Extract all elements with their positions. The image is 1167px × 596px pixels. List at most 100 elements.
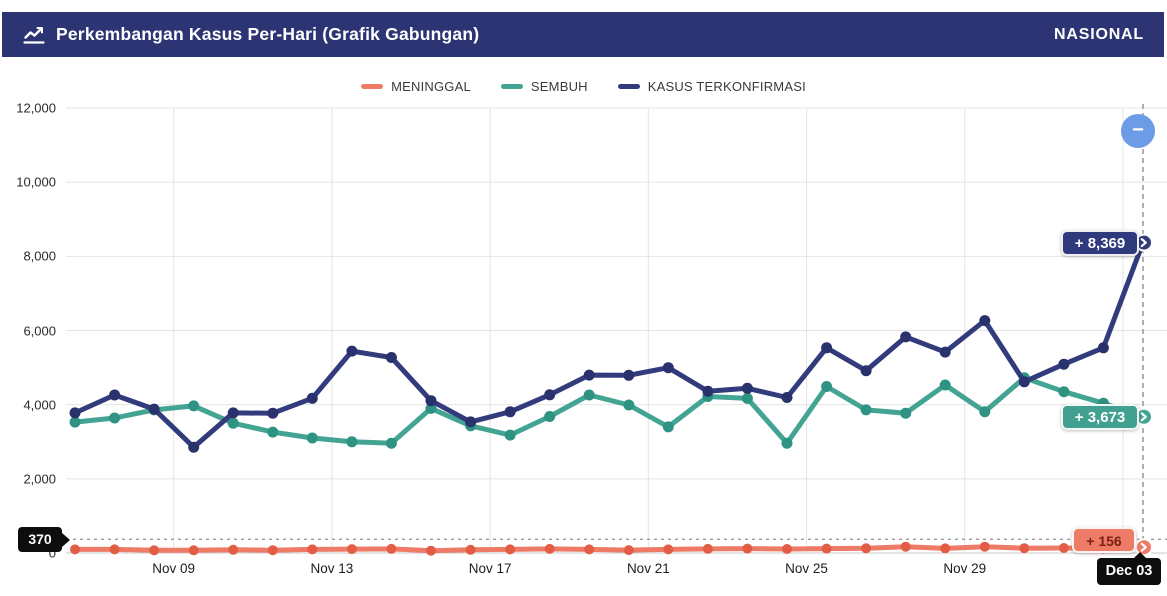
data-point-sembuh[interactable] (662, 421, 674, 433)
data-point-sembuh[interactable] (860, 404, 872, 416)
data-point-kasus-terkonfirmasi[interactable] (1097, 342, 1109, 354)
data-point-meninggal[interactable] (109, 544, 120, 555)
legend-marker (361, 84, 384, 89)
data-point-meninggal[interactable] (70, 544, 80, 555)
x-axis-label: Nov 09 (152, 561, 196, 576)
series-line-meninggal (72, 544, 1146, 554)
data-point-meninggal[interactable] (346, 544, 357, 555)
data-point-kasus-terkonfirmasi[interactable] (781, 392, 793, 403)
data-point-meninggal[interactable] (1058, 543, 1069, 553)
x-axis-label: Nov 17 (468, 561, 512, 576)
legend-item-kasus-terkonfirmasi[interactable]: KASUS TERKONFIRMASI (617, 79, 806, 94)
x-axis-label: Nov 25 (785, 561, 828, 576)
data-point-sembuh[interactable] (109, 412, 121, 424)
data-point-kasus-terkonfirmasi[interactable] (148, 403, 160, 415)
data-point-kasus-terkonfirmasi[interactable] (306, 392, 318, 404)
data-point-sembuh[interactable] (544, 411, 556, 422)
data-point-sembuh[interactable] (69, 416, 81, 428)
data-point-kasus-terkonfirmasi[interactable] (109, 389, 121, 401)
data-point-kasus-terkonfirmasi[interactable] (188, 441, 200, 453)
data-point-meninggal[interactable] (782, 544, 792, 554)
data-point-sembuh[interactable] (939, 379, 951, 391)
data-point-meninggal[interactable] (702, 543, 713, 554)
data-point-kasus-terkonfirmasi[interactable] (227, 407, 239, 419)
x-axis-label: Nov 21 (626, 561, 670, 576)
data-point-kasus-terkonfirmasi[interactable] (939, 346, 951, 358)
data-point-sembuh[interactable] (346, 436, 358, 448)
y-axis-label: 8,000 (23, 248, 56, 264)
data-point-sembuh[interactable] (306, 432, 318, 444)
data-point-kasus-terkonfirmasi[interactable] (346, 345, 358, 357)
data-point-sembuh[interactable] (267, 426, 279, 438)
data-point-sembuh[interactable] (425, 402, 437, 414)
data-point-sembuh[interactable] (821, 381, 833, 392)
data-point-sembuh[interactable] (385, 437, 397, 449)
data-point-meninggal[interactable] (465, 544, 476, 555)
collapse-marker-button[interactable]: − (1121, 114, 1155, 148)
data-point-kasus-terkonfirmasi[interactable] (504, 406, 516, 418)
y-axis-label: 6,000 (23, 323, 56, 338)
data-point-meninggal[interactable] (426, 545, 436, 556)
data-point-sembuh[interactable] (504, 429, 516, 441)
data-point-kasus-terkonfirmasi[interactable] (662, 362, 674, 374)
data-point-sembuh[interactable] (623, 399, 635, 411)
data-point-meninggal[interactable] (900, 541, 911, 552)
data-point-sembuh[interactable] (741, 392, 753, 404)
data-point-sembuh[interactable] (583, 389, 595, 401)
data-point-kasus-terkonfirmasi[interactable] (425, 395, 437, 407)
data-point-kasus-terkonfirmasi[interactable] (1058, 358, 1070, 370)
data-point-kasus-terkonfirmasi[interactable] (702, 385, 714, 397)
chevron-right-icon (1140, 238, 1147, 248)
data-point-meninggal[interactable] (663, 544, 674, 555)
data-point-meninggal[interactable] (584, 544, 595, 555)
data-point-sembuh[interactable] (1058, 386, 1070, 398)
data-point-kasus-terkonfirmasi[interactable] (544, 389, 556, 401)
data-point-meninggal[interactable] (861, 543, 872, 554)
data-point-meninggal[interactable] (544, 543, 555, 554)
data-point-kasus-terkonfirmasi[interactable] (900, 331, 912, 343)
data-point-kasus-terkonfirmasi[interactable] (1018, 376, 1030, 388)
recovered-end-value-badge: + 3,673 (1061, 404, 1139, 430)
data-point-meninggal[interactable] (386, 543, 397, 554)
data-point-kasus-terkonfirmasi[interactable] (465, 416, 477, 428)
data-point-sembuh[interactable] (781, 437, 793, 449)
data-point-kasus-terkonfirmasi[interactable] (385, 352, 397, 363)
data-point-meninggal[interactable] (821, 543, 832, 554)
data-point-kasus-terkonfirmasi[interactable] (267, 407, 279, 419)
data-point-sembuh[interactable] (188, 400, 200, 412)
data-point-meninggal[interactable] (267, 545, 278, 556)
data-point-kasus-terkonfirmasi[interactable] (623, 369, 635, 381)
data-point-meninggal[interactable] (228, 544, 239, 555)
confirmed-end-value-badge: + 8,369 (1061, 230, 1139, 256)
legend-marker (500, 84, 523, 89)
x-axis-label: Nov 29 (943, 561, 987, 576)
data-point-sembuh[interactable] (227, 417, 239, 429)
data-point-meninggal[interactable] (623, 545, 634, 556)
data-point-meninggal[interactable] (1019, 543, 1030, 554)
data-point-kasus-terkonfirmasi[interactable] (860, 365, 872, 377)
legend: MENINGGAL SEMBUH KASUS TERKONFIRMASI (0, 79, 1167, 94)
marker-date-badge: Dec 03 (1097, 552, 1161, 585)
series-line-sembuh (72, 375, 1146, 446)
legend-item-meninggal[interactable]: MENINGGAL (361, 79, 471, 94)
data-point-meninggal[interactable] (742, 543, 753, 554)
series-line-kasus-terkonfirmasi (72, 240, 1146, 450)
data-point-sembuh[interactable] (979, 406, 991, 418)
data-point-meninggal[interactable] (307, 544, 318, 555)
data-point-meninggal[interactable] (940, 543, 951, 554)
panel-title: Perkembangan Kasus Per-Hari (Grafik Gabu… (56, 24, 480, 44)
data-point-sembuh[interactable] (900, 407, 912, 419)
y-axis-label: 10,000 (16, 174, 56, 190)
data-point-meninggal[interactable] (979, 541, 990, 552)
data-point-kasus-terkonfirmasi[interactable] (979, 315, 991, 327)
data-point-kasus-terkonfirmasi[interactable] (741, 382, 753, 394)
data-point-meninggal[interactable] (149, 545, 160, 556)
data-point-kasus-terkonfirmasi[interactable] (583, 369, 595, 381)
legend-item-sembuh[interactable]: SEMBUH (500, 79, 588, 94)
data-point-kasus-terkonfirmasi[interactable] (821, 342, 833, 354)
data-point-meninggal[interactable] (188, 545, 199, 556)
data-point-meninggal[interactable] (505, 544, 516, 555)
region-label: NASIONAL (1054, 25, 1144, 43)
data-point-kasus-terkonfirmasi[interactable] (69, 407, 81, 419)
